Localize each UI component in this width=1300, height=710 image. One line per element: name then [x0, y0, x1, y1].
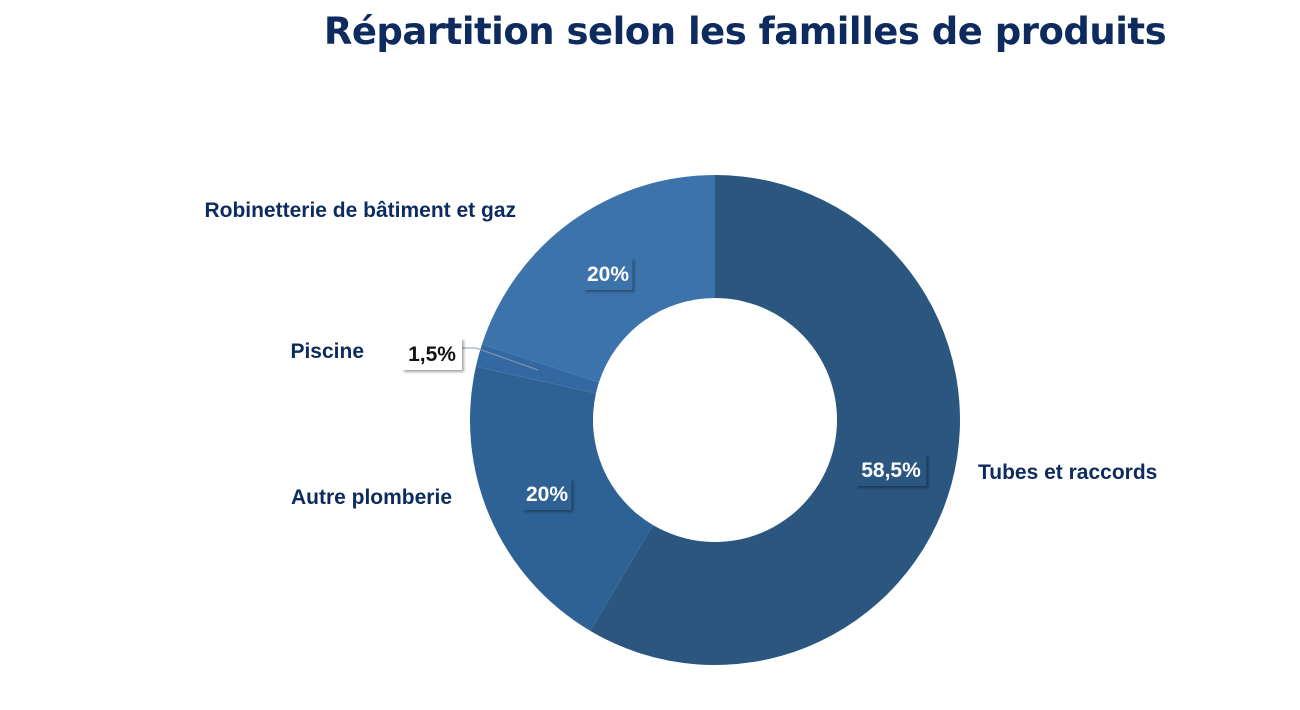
value-label-tubes-et-raccords: 58,5% [861, 459, 921, 482]
category-label-tubes-et-raccords: Tubes et raccords [978, 461, 1157, 484]
value-box-autre-plomberie [522, 478, 572, 510]
value-label-robinetterie-de-batiment-et-gaz: 20% [587, 263, 629, 286]
value-label-piscine: 1,5% [408, 343, 456, 366]
category-label-piscine: Piscine [290, 340, 364, 363]
chart-title: Répartition selon les familles de produi… [323, 10, 1167, 53]
value-box-tubes-et-raccords [855, 454, 927, 486]
slice-tubes-et-raccords [590, 175, 961, 665]
category-label-autre-plomberie: Autre plomberie [291, 486, 452, 509]
category-label-robinetterie-de-batiment-et-gaz: Robinetterie de bâtiment et gaz [204, 199, 516, 222]
leader-line-piscine [462, 347, 539, 371]
slice-piscine [475, 344, 599, 394]
value-label-autre-plomberie: 20% [526, 483, 568, 506]
value-box-piscine [402, 338, 462, 370]
value-box-robinetterie-de-batiment-et-gaz [583, 258, 633, 290]
